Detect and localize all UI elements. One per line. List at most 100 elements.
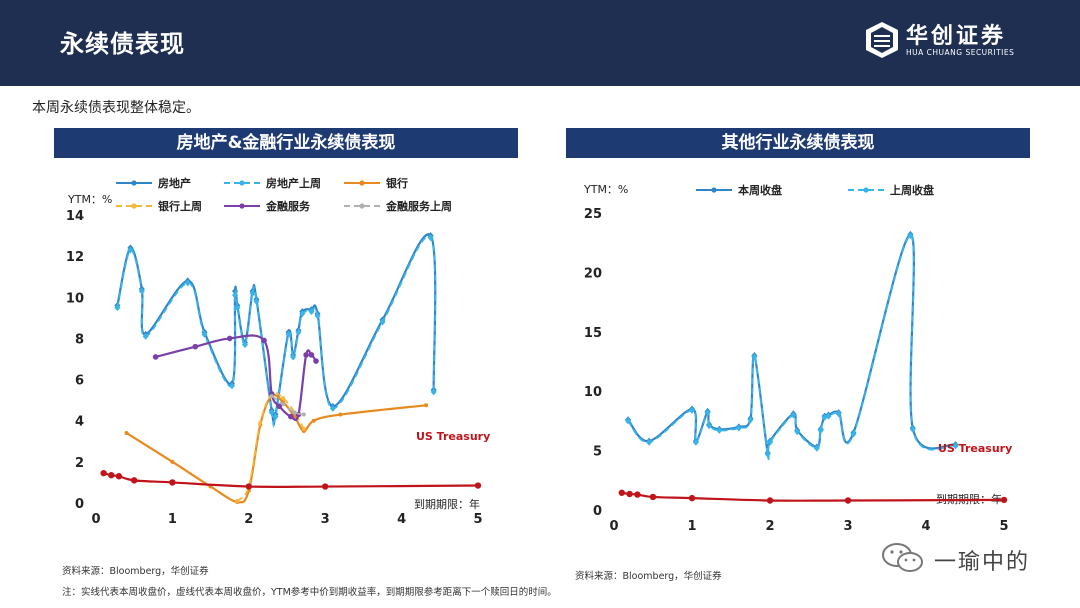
data-point [301, 412, 306, 417]
data-point [124, 431, 129, 436]
data-point [427, 234, 434, 242]
data-point [767, 438, 773, 446]
data-point [751, 353, 758, 361]
data-point [232, 291, 239, 299]
y-tick-label: 10 [584, 385, 602, 400]
data-point [716, 426, 723, 434]
data-point [646, 438, 653, 446]
y-tick-label: 20 [584, 266, 602, 281]
watermark-text: 一瑜中的 [934, 550, 1031, 575]
legend-label: 银行上周 [158, 199, 202, 213]
data-point [228, 382, 235, 390]
data-point [764, 450, 771, 458]
data-point [138, 287, 145, 295]
data-point [152, 354, 159, 360]
data-point [474, 482, 482, 489]
data-point [430, 388, 437, 396]
chart-title-right: 其他行业永续债表现 [566, 128, 1030, 158]
y-axis-label: YTM：% [583, 183, 628, 196]
data-point [288, 413, 294, 420]
data-point [258, 420, 263, 425]
data-point [626, 490, 633, 498]
legend-marker [711, 187, 717, 193]
data-point [201, 330, 208, 338]
data-point [314, 312, 321, 320]
data-point [261, 337, 267, 344]
company-logo: 华创证券 HUA CHUANG SECURITIES [862, 20, 1042, 62]
legend-marker [359, 203, 365, 209]
data-point [276, 403, 283, 410]
x-tick-label: 2 [765, 519, 774, 534]
legend-marker [131, 203, 137, 209]
data-point [794, 428, 801, 436]
wechat-watermark: 一瑜中的 [880, 540, 1060, 580]
data-point [625, 417, 632, 425]
y-tick-label: 0 [593, 504, 602, 519]
data-point [844, 497, 852, 504]
legend-marker [239, 180, 245, 186]
y-tick-label: 6 [75, 374, 84, 389]
y-tick-label: 5 [593, 445, 602, 460]
data-point [272, 413, 279, 421]
y-tick-label: 25 [584, 207, 602, 222]
data-point [766, 497, 774, 504]
x-axis-label: 到期期限：年 [414, 497, 480, 511]
data-point [290, 353, 297, 361]
data-point [142, 332, 149, 340]
data-point [226, 335, 233, 342]
data-point [131, 477, 138, 484]
data-point [281, 402, 286, 407]
data-point [835, 410, 842, 418]
data-point [100, 469, 107, 477]
logo-chinese-name: 华创证券 [906, 24, 1007, 49]
legend-label: 上周收盘 [890, 183, 934, 197]
series-line [103, 472, 479, 488]
data-point [253, 297, 260, 305]
data-point [235, 498, 240, 503]
data-point [268, 408, 275, 416]
data-point [850, 430, 857, 438]
data-point [308, 352, 315, 358]
data-point [825, 412, 832, 420]
y-tick-label: 2 [75, 456, 84, 471]
page-title: 永续债表现 [60, 30, 185, 58]
legend-marker [359, 180, 365, 186]
x-tick-label: 5 [999, 519, 1008, 534]
legend-marker [239, 203, 245, 209]
x-tick-label: 1 [687, 519, 696, 534]
data-point [192, 343, 199, 350]
y-tick-label: 8 [75, 332, 84, 347]
data-point [952, 442, 959, 450]
data-point [329, 404, 336, 412]
x-tick-label: 0 [91, 512, 100, 527]
data-point [170, 459, 175, 464]
logo-english-name: HUA CHUANG SECURITIES [906, 48, 1015, 57]
y-tick-label: 4 [75, 415, 84, 430]
series-line [627, 233, 957, 460]
data-point [241, 341, 248, 349]
data-point [909, 425, 916, 433]
source-note-right: 资料来源：Bloomberg，华创证券 [575, 571, 722, 582]
data-point [169, 479, 176, 486]
data-point [301, 426, 306, 431]
legend-label: 房地产 [158, 176, 191, 190]
legend-label: 银行 [386, 176, 408, 190]
y-tick-label: 12 [66, 250, 84, 265]
data-point [322, 483, 329, 490]
data-point [817, 426, 824, 434]
x-tick-label: 0 [609, 519, 618, 534]
chart-title-left: 房地产&金融行业永续债表现 [54, 128, 518, 158]
legend-label: 金融服务 [265, 199, 311, 213]
legend-label: 金融服务上周 [385, 199, 452, 213]
x-tick-label: 3 [843, 519, 852, 534]
data-point [115, 473, 123, 480]
data-point [108, 472, 115, 479]
data-point [813, 444, 820, 452]
data-point [127, 246, 134, 254]
y-axis-label: YTM：% [67, 193, 112, 206]
legend-marker [131, 180, 137, 186]
legend-label: 本周收盘 [738, 183, 782, 197]
data-point [114, 304, 121, 312]
data-point [704, 409, 711, 417]
